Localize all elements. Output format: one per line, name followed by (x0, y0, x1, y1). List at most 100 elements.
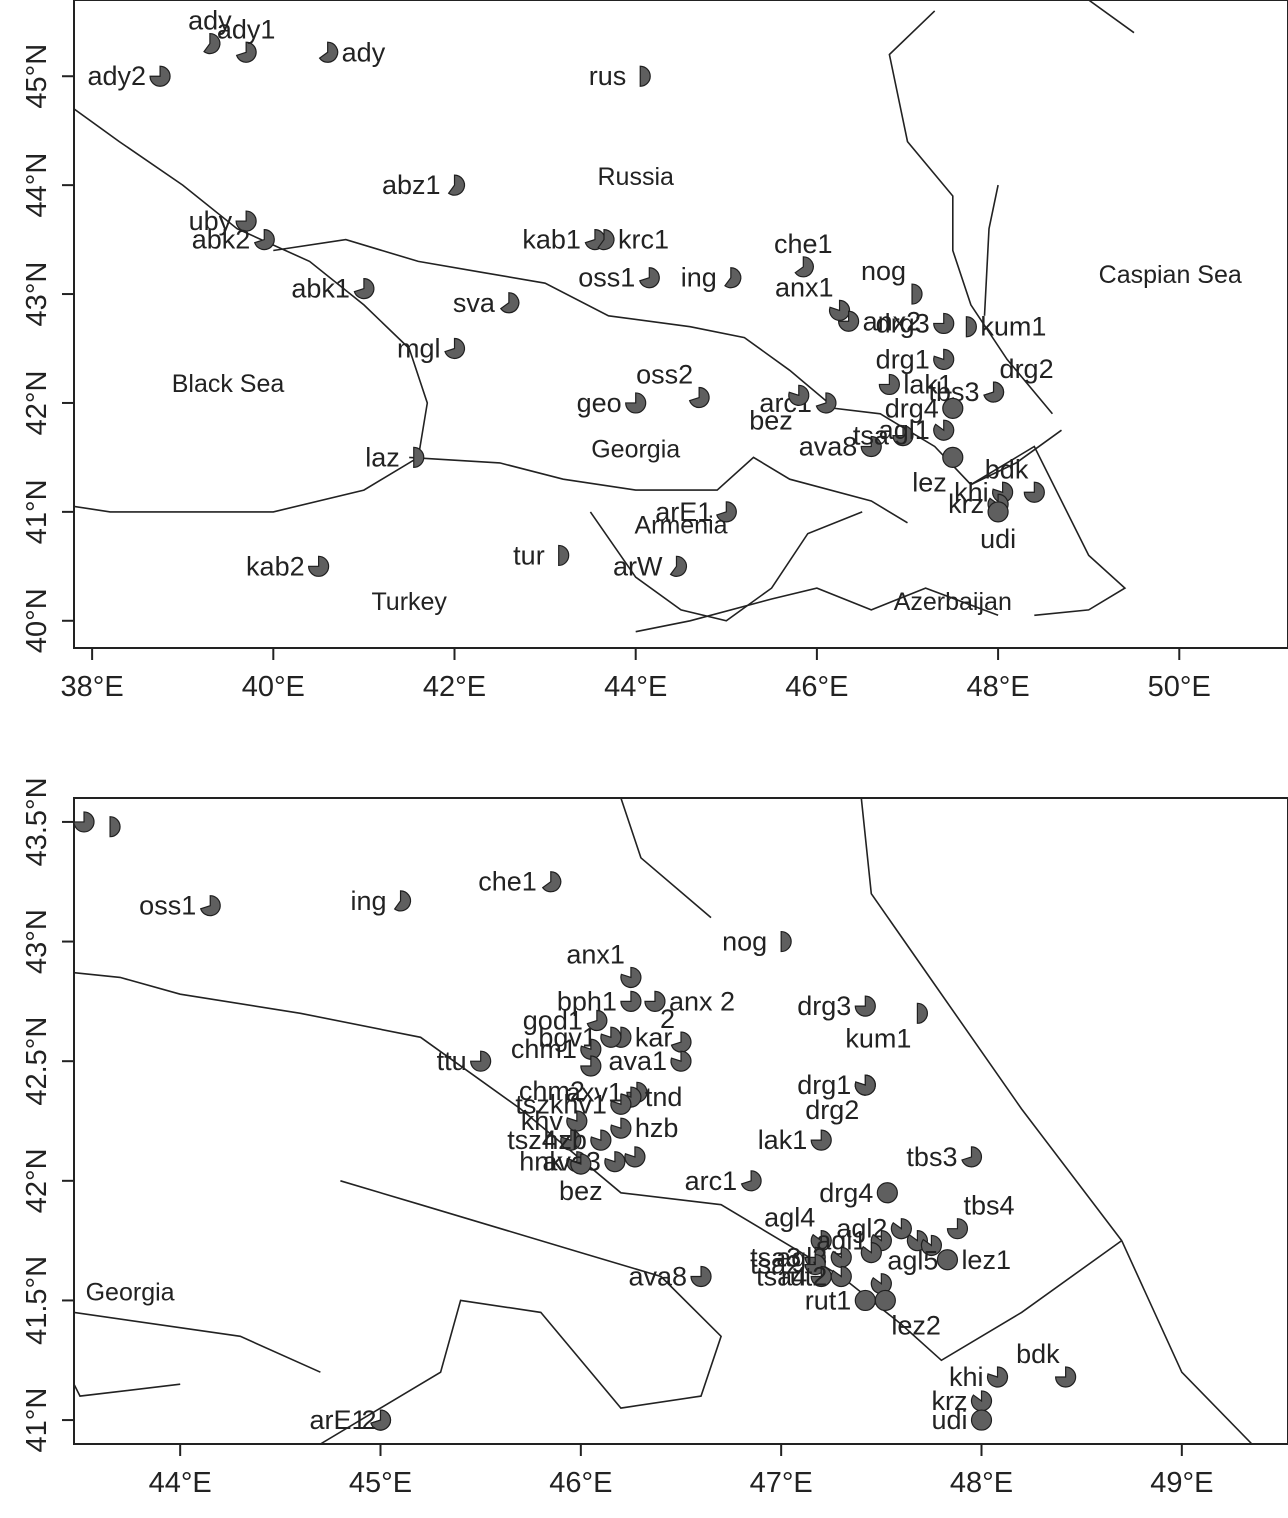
coastline (983, 184, 999, 316)
site-marker[interactable]: agl5 (870, 1246, 938, 1295)
site-marker[interactable]: khi (949, 1362, 1009, 1392)
site-marker[interactable]: drg4 (885, 393, 964, 423)
site-marker[interactable]: sva (453, 288, 520, 318)
site-marker[interactable]: ava1 (608, 1046, 692, 1076)
site-marker[interactable]: rut2 (781, 1262, 852, 1292)
site-label: rut1 (805, 1285, 852, 1315)
site-marker[interactable] (73, 811, 95, 833)
site-marker[interactable]: kab1 (522, 225, 606, 255)
site-marker[interactable]: lez1 (936, 1245, 1011, 1275)
site-label: drg3 (797, 991, 851, 1021)
site-marker[interactable]: ava8 (799, 432, 882, 462)
y-tick-label: 41°N (21, 479, 53, 544)
coastline (888, 10, 1054, 415)
site-marker[interactable]: ing (681, 263, 742, 293)
site-marker[interactable]: arW (613, 551, 688, 581)
site-marker[interactable]: lak1 (878, 369, 953, 399)
site-marker[interactable]: ttu (437, 1046, 492, 1076)
site-marker[interactable]: rut1 (805, 1285, 876, 1315)
site-marker[interactable]: mgl (397, 334, 466, 364)
site-marker[interactable]: kab2 (246, 551, 330, 581)
site-marker[interactable]: tsa2 (750, 1250, 826, 1280)
site-marker[interactable]: ady (318, 37, 386, 67)
site-label: udi (980, 524, 1016, 554)
site-marker[interactable] (624, 1146, 646, 1168)
site-marker[interactable]: nog (722, 927, 792, 957)
site-marker[interactable]: ady1 (217, 14, 276, 63)
site-marker[interactable]: khv (521, 1106, 588, 1136)
site-marker[interactable]: god1 (523, 1006, 608, 1036)
site-marker[interactable]: bez (749, 384, 810, 435)
site-marker[interactable]: anx 2 (644, 986, 735, 1016)
x-tick-label: 42°E (423, 671, 486, 703)
site-marker[interactable]: laz (365, 442, 425, 472)
site-marker[interactable]: ady (188, 6, 232, 55)
site-marker[interactable]: kum1 (965, 312, 1046, 342)
site-marker[interactable]: rus (589, 61, 651, 91)
site-pie (965, 316, 977, 338)
site-marker[interactable]: kum1 (845, 1002, 928, 1053)
site-marker[interactable]: bph1 (557, 986, 642, 1016)
site-marker[interactable]: bdk (985, 454, 1045, 503)
site-marker[interactable]: agl4 (764, 1203, 832, 1252)
site-marker[interactable]: agl1 (879, 415, 955, 445)
x-tick-label: 50°E (1148, 671, 1211, 703)
site-marker[interactable]: abk2 (192, 225, 275, 255)
site-marker[interactable]: che1 (774, 229, 833, 278)
site-marker[interactable]: arE1 (655, 497, 737, 527)
site-marker[interactable]: 2 (361, 1405, 392, 1435)
site-marker[interactable]: abz1 (382, 170, 466, 200)
site-label: tbs3 (906, 1142, 957, 1172)
x-tick-label: 40°E (242, 671, 305, 703)
site-marker[interactable]: drg3 (876, 308, 955, 338)
site-marker[interactable]: oss1 (139, 891, 221, 921)
site-marker[interactable] (920, 1234, 943, 1256)
site-marker[interactable]: bez (559, 1153, 603, 1206)
site-marker[interactable]: abk1 (291, 274, 375, 304)
site-marker[interactable]: anx1 (566, 939, 642, 988)
site-marker[interactable]: oss2 (636, 360, 710, 409)
site-marker[interactable]: udi (931, 1405, 993, 1435)
site-marker[interactable]: ady2 (88, 61, 171, 91)
site-marker[interactable]: arc1 (685, 1166, 762, 1196)
site-marker[interactable]: hzb (543, 1125, 612, 1155)
site-marker[interactable]: anx1 (775, 272, 851, 321)
site-marker[interactable]: udi (980, 501, 1016, 554)
site-marker[interactable]: drg3 (797, 991, 876, 1021)
site-marker[interactable]: nog (861, 256, 923, 305)
site-marker[interactable]: 2 (660, 1004, 692, 1053)
site-marker[interactable]: tsz4 (507, 1125, 582, 1155)
site-marker[interactable]: tur (513, 540, 570, 570)
site-marker[interactable]: tbs3 (929, 377, 1005, 407)
site-marker[interactable]: tbs4 (946, 1191, 1015, 1240)
site-label: ady (188, 6, 232, 36)
site-marker[interactable]: drg2 (805, 1074, 876, 1125)
site-marker[interactable]: ing (351, 886, 412, 916)
site-marker[interactable]: che1 (478, 867, 562, 897)
site-marker[interactable]: bgv1 (538, 1022, 622, 1052)
site-marker[interactable]: chm1 (511, 1034, 602, 1064)
site-marker[interactable]: lez (912, 446, 964, 497)
site-marker[interactable]: uby (189, 206, 257, 236)
site-marker[interactable]: geo (577, 388, 647, 418)
site-marker[interactable]: lak1 (758, 1125, 832, 1155)
site-marker[interactable]: tsa4 (756, 1262, 832, 1292)
site-marker[interactable]: bdk (1016, 1339, 1077, 1388)
site-marker[interactable]: krc1 (597, 225, 669, 255)
site-marker[interactable]: drg4 (819, 1178, 898, 1208)
site-pie (541, 871, 562, 893)
site-marker[interactable]: tsa (853, 421, 914, 451)
site-marker[interactable]: tszkhv1 (515, 1089, 632, 1119)
site-marker[interactable]: oss1 (578, 263, 660, 293)
site-marker[interactable]: ava8 (628, 1262, 712, 1292)
site-marker[interactable]: krz (931, 1386, 993, 1416)
site-marker[interactable] (860, 1241, 882, 1264)
site-marker[interactable] (109, 816, 121, 838)
site-marker[interactable]: anx2 (838, 306, 922, 336)
site-marker[interactable]: lez2 (874, 1289, 941, 1340)
site-marker[interactable]: chm2 (519, 1055, 602, 1106)
site-marker[interactable]: drg1 (876, 344, 955, 374)
site-marker[interactable]: tbs3 (906, 1142, 983, 1172)
site-pie (558, 544, 570, 567)
site-marker[interactable]: hzb (610, 1113, 679, 1143)
